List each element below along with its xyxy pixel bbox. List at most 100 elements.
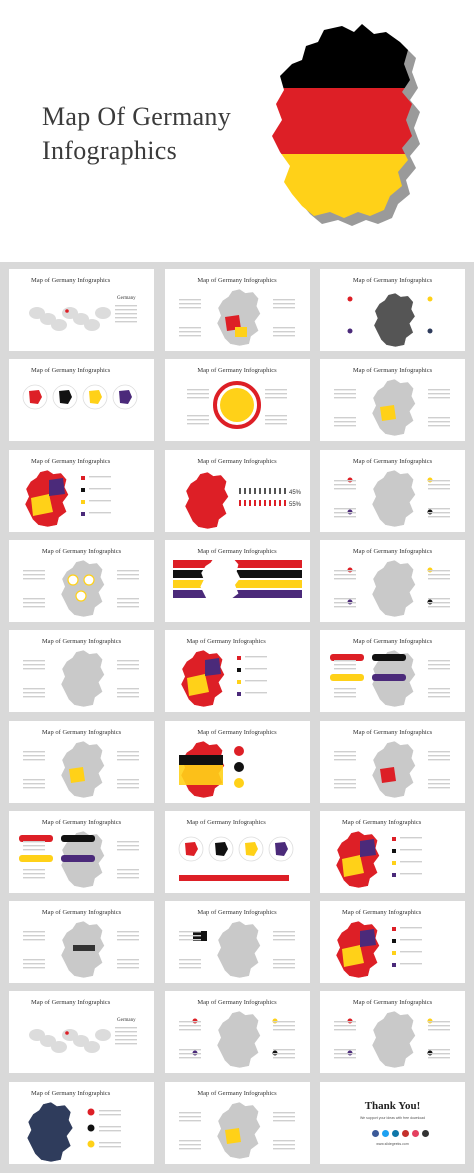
slide-thumbnail[interactable]: Map of Germany Infographics [320,630,465,713]
germany-map-shape [371,469,416,527]
germany-map-shape [371,1011,416,1069]
slide-title: Map of Germany Infographics [41,638,122,646]
slide-title: Map of Germany Infographics [197,728,277,736]
slide-title: Map of Germany Infographics [352,367,433,375]
slide-thumbnail[interactable]: Map of Germany Infographics [164,991,310,1074]
slide-thumbnail[interactable]: Map of Germany Infographics [9,359,154,442]
slide-thumbnail[interactable]: Map of Germany Infographics [320,539,465,622]
slide-title: Map of Germany Infographics [31,367,111,375]
slide-title: Map of Germany Infographics [352,728,433,736]
social-icon[interactable] [372,1129,379,1137]
slide-thumbnail[interactable]: Map of Germany Infographics [9,720,154,803]
slide-title: Map of Germany Infographics [352,547,433,555]
slide-title: Map of Germany Infographics [31,277,111,284]
slide-graphic: Germany [29,296,137,331]
social-icon[interactable] [392,1129,399,1137]
slide-title: Map of Germany Infographics [41,818,122,826]
slide-graphic [178,836,293,881]
slide-graphic [178,1011,295,1069]
slide-title: Map of Germany Infographics [342,909,422,917]
slide-thumbnail[interactable]: Map of Germany Infographics 45% 55% [164,449,310,532]
slide-graphic [334,378,450,437]
slide-graphic [23,559,139,618]
slide-thumbnail[interactable]: Map of Germany Infographics [9,1081,154,1164]
slide-thumbnail[interactable]: Map of Germany Infographics Germany [9,991,154,1074]
slide-thumbnail[interactable]: Map of Germany Infographics [9,810,154,893]
germany-map-shape [373,292,416,348]
slide-title: Map of Germany Infographics [41,547,122,555]
social-icon[interactable] [422,1129,429,1137]
slide-thumbnail[interactable]: Map of Germany Infographics [9,449,154,532]
slide-title: Map of Germany Infographics [352,999,433,1007]
slide-thumbnail[interactable]: Map of Germany Infographics [9,630,154,713]
slide-thumbnail[interactable]: Map of Germany Infographics [164,539,310,622]
slide-title: Map of Germany Infographics [352,457,433,465]
slide-title: Map of Germany Infographics [31,1089,111,1097]
slide-graphic: Germany [29,1018,137,1054]
slide-thumbnail[interactable]: Map of Germany Infographics [9,539,154,622]
slide-title: Map of Germany Infographics [342,818,422,826]
slide-graphic [178,1101,295,1159]
percent-b: 55% [289,502,302,508]
slide-thumbnail[interactable]: Map of Germany Infographics [320,359,465,442]
germany-map-shape [184,471,229,529]
slide-graphic [334,1011,450,1069]
germany-map-shape [371,559,416,618]
percent-a: 45% [289,490,302,496]
social-icon[interactable] [382,1129,389,1137]
slide-thumbnail[interactable]: Map of Germany Infographics [164,630,310,713]
hero-slide: Map Of Germany Infographics [0,0,474,262]
slide-thumbnail[interactable]: Map of Germany Infographics [164,1081,310,1164]
slide-graphic [23,920,139,979]
social-icon[interactable] [412,1129,419,1137]
slide-title: Map of Germany Infographics [197,457,277,465]
slide-thumbnail[interactable]: Map of Germany Infographics [320,991,465,1074]
slide-thumbnail[interactable]: Map of Germany Infographics Germany [9,269,154,351]
slide-graphic: 45% 55% [184,471,302,529]
slide-graphic [186,381,287,430]
thanks-subtitle: We support your ideas with free download [359,1115,426,1120]
slide-title: Map of Germany Infographics [197,547,277,555]
slide-thumbnail[interactable]: Map of Germany Infographics [9,901,154,984]
slide-title: Map of Germany Infographics [186,638,266,646]
germany-map-shape [216,1011,261,1069]
slide-graphic [178,288,295,347]
slide-thumbnail[interactable]: Map of Germany Infographics [164,901,310,984]
slide-graphic [172,555,302,608]
slide-thumbnail[interactable]: Map of Germany Infographics [320,269,465,351]
slide-title: Map of Germany Infographics [31,999,111,1007]
legend-germany-label: Germany [117,296,136,301]
slide-graphic [24,469,111,527]
thanks-title: Thank You! [364,1099,421,1112]
slide-thumbnail[interactable]: Map of Germany Infographics [320,901,465,984]
thanks-link[interactable]: www.slidegeeks.com [376,1141,409,1146]
slide-graphic [334,469,450,527]
slide-title: Map of Germany Infographics [352,638,433,646]
slide-graphic [19,830,139,889]
germany-flag-map [272,24,420,226]
slide-graphic [178,920,295,979]
slide-title: Map of Germany Infographics [197,367,277,375]
slide-thumbnail[interactable]: Map of Germany Infographics [320,720,465,803]
slide-graphic [22,384,138,410]
slide-thumbnail[interactable]: Map of Germany Infographics [164,720,310,803]
legend-germany-label: Germany [117,1018,136,1023]
slide-graphic [26,1101,121,1162]
slide-thumbnail[interactable]: Map of Germany Infographics [164,269,310,351]
slide-graphic [23,740,139,798]
social-icons [372,1129,429,1137]
slide-thumbnail[interactable]: Map of Germany Infographics [320,449,465,532]
slide-graphic [334,740,450,798]
germany-map-shape [60,649,105,708]
slide-title: Map of Germany Infographics [41,909,122,917]
slide-title: Map of Germany Infographics [352,277,433,284]
slide-thumbnail[interactable]: Thank You! We support your ideas with fre… [320,1081,465,1164]
slide-thumbnail[interactable]: Map of Germany Infographics [164,359,310,442]
hero-title: Map Of Germany Infographics [42,100,231,168]
slide-title: Map of Germany Infographics [197,999,277,1007]
slide-graphic [347,292,433,348]
slide-graphic [178,740,244,798]
slide-thumbnail[interactable]: Map of Germany Infographics [320,810,465,893]
slide-thumbnail[interactable]: Map of Germany Infographics [164,810,310,893]
social-icon[interactable] [402,1129,409,1137]
